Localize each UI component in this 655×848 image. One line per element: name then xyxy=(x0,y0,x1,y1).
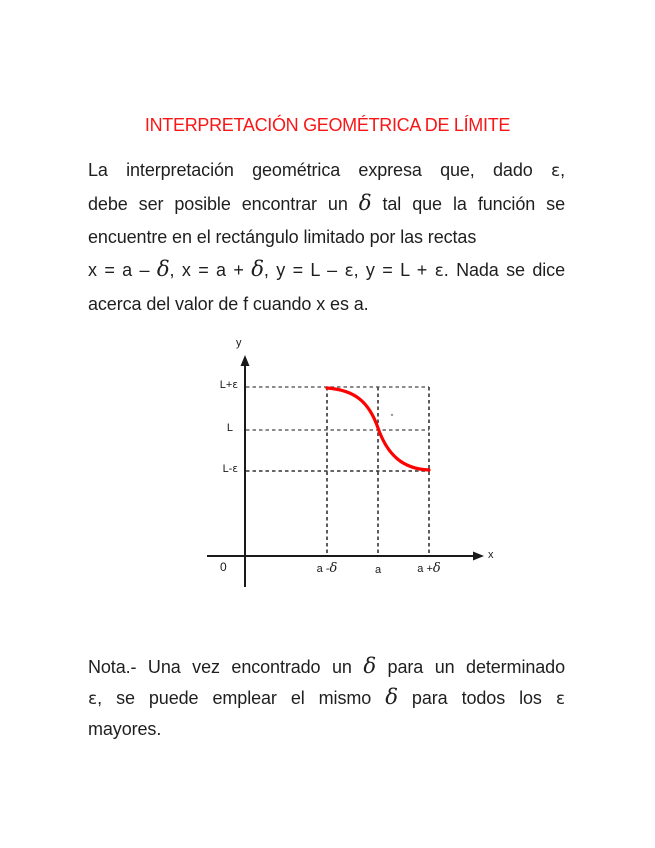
y-axis-label: y xyxy=(236,337,242,349)
limit-diagram xyxy=(207,355,484,587)
note-line: mayores. xyxy=(88,719,162,739)
note-line: ε, se puede emplear el mismo δ para todo… xyxy=(88,685,565,710)
paragraph-line: La interpretación geométrica expresa que… xyxy=(88,160,565,181)
paragraph-intro: La interpretación geométrica expresa que… xyxy=(88,154,565,255)
y-tick-l-minus-eps: L-ε xyxy=(222,463,238,475)
paragraph-line: x = a – δ, x = a + δ, y = L – ε, y = L +… xyxy=(88,257,565,282)
page-title: INTERPRETACIÓN GEOMÉTRICA DE LÍMITE xyxy=(144,115,511,135)
function-curve xyxy=(325,386,431,472)
x-tick-a-plus-delta: a +δ xyxy=(417,561,441,576)
stray-dot xyxy=(390,413,394,417)
x-tick-a: a xyxy=(374,564,382,576)
paragraph-line: encuentre en el rectángulo limitado por … xyxy=(88,227,477,247)
paragraph-equations: x = a – δ, x = a + δ, y = L – ε, y = L +… xyxy=(88,254,565,321)
x-tick-a-minus-delta: a -δ xyxy=(316,561,338,576)
origin-label: 0 xyxy=(220,560,227,574)
x-axis-arrow xyxy=(473,551,484,561)
y-tick-l: L xyxy=(226,422,233,434)
note-paragraph: Nota.- Una vez encontrado un δ para un d… xyxy=(88,652,565,745)
paragraph-line: debe ser posible encontrar un δ tal que … xyxy=(88,190,565,216)
note-line: Nota.- Una vez encontrado un δ para un d… xyxy=(88,654,565,679)
y-tick-l-plus-eps: L+ε xyxy=(219,379,238,391)
paragraph-line: acerca del valor de f cuando x es a. xyxy=(88,293,369,314)
y-axis-arrow xyxy=(240,355,250,366)
x-axis-label: x xyxy=(488,549,494,561)
